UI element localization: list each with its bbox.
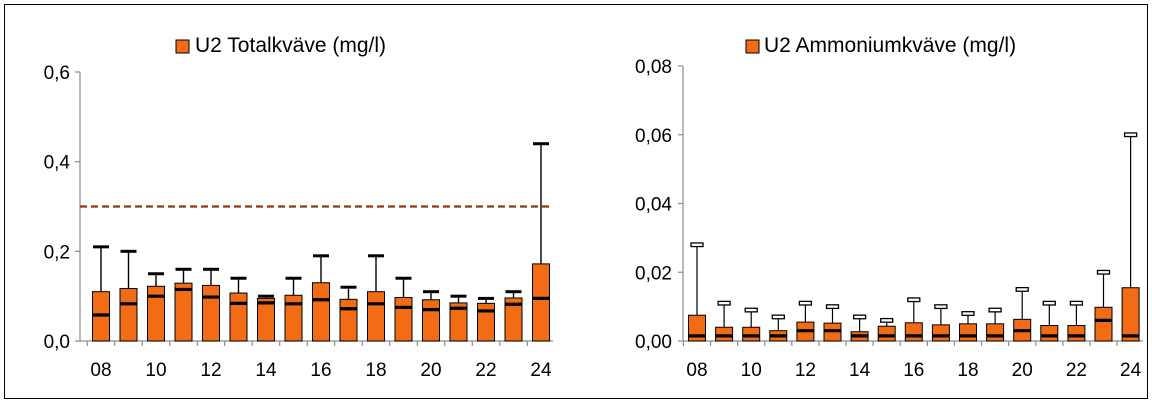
max-marker xyxy=(852,314,867,320)
bar xyxy=(959,323,977,342)
bar xyxy=(147,285,165,342)
bar xyxy=(742,326,761,342)
bar xyxy=(477,302,495,342)
bar xyxy=(986,323,1005,342)
bar xyxy=(449,302,468,342)
max-marker xyxy=(961,311,975,316)
max-marker xyxy=(798,300,813,306)
x-tick-label: 24 xyxy=(530,360,552,381)
x-tick-label: 20 xyxy=(420,360,441,381)
max-marker xyxy=(1096,269,1111,275)
y-tick-label: 0,08 xyxy=(635,57,672,78)
max-marker xyxy=(934,304,948,310)
x-tick-label: 16 xyxy=(310,360,331,381)
bar xyxy=(422,299,440,342)
max-marker xyxy=(1015,286,1029,292)
chart-1: 0,0 0,2 0,4 0,6 08 10 12 14 16 18 20 22 24 U2 Totalkv… xyxy=(44,34,553,381)
y-tick-label: 0,2 xyxy=(44,242,70,263)
legend-label: U2 Ammoniumkväve (mg/l) xyxy=(764,34,1016,57)
bar xyxy=(394,297,413,342)
chart-frame xyxy=(4,4,1148,399)
x-tick-label: 10 xyxy=(145,360,166,381)
bar xyxy=(257,297,275,342)
y-tick-label: 0,4 xyxy=(44,153,71,174)
max-marker xyxy=(1042,300,1056,306)
x-tick-label: 12 xyxy=(200,360,221,381)
bar xyxy=(504,297,523,342)
max-marker xyxy=(1123,132,1138,138)
max-marker xyxy=(744,307,758,313)
x-tick-label: 18 xyxy=(957,360,978,381)
max-marker xyxy=(690,242,704,248)
x-tick-label: 08 xyxy=(686,360,707,381)
max-marker xyxy=(717,300,731,306)
x-tick-label: 14 xyxy=(255,360,277,381)
bar xyxy=(339,298,358,342)
x-tick-label: 18 xyxy=(365,360,386,381)
x-tick-label: 22 xyxy=(475,360,496,381)
bar xyxy=(312,282,330,342)
y-tick-label: 0,0 xyxy=(44,332,70,353)
chart-2: 0,00 0,02 0,04 0,06 0,08 08 10 12 14 16 18 20 22 24 U2… xyxy=(635,34,1143,381)
bar xyxy=(229,292,248,342)
max-marker xyxy=(988,307,1002,313)
max-marker xyxy=(907,297,921,303)
x-tick-label: 16 xyxy=(903,360,924,381)
bar xyxy=(202,284,220,342)
x-tick-label: 12 xyxy=(795,360,816,381)
bar xyxy=(174,282,193,342)
x-tick-label: 20 xyxy=(1012,360,1033,381)
bar xyxy=(367,291,385,342)
max-marker xyxy=(880,317,894,323)
bar xyxy=(715,326,734,342)
bar xyxy=(1067,325,1086,342)
max-marker xyxy=(1069,300,1084,306)
bar xyxy=(1121,287,1140,342)
bar xyxy=(931,324,950,342)
y-tick-label: 0,00 xyxy=(635,332,672,353)
max-marker xyxy=(825,304,840,310)
bar xyxy=(1040,325,1059,342)
legend-swatch xyxy=(745,39,760,54)
y-tick-label: 0,04 xyxy=(635,195,672,216)
bar xyxy=(284,294,303,342)
y-tick-label: 0,6 xyxy=(44,63,70,84)
y-tick-label: 0,06 xyxy=(635,126,672,147)
bar xyxy=(1094,306,1113,342)
x-tick-label: 14 xyxy=(849,360,871,381)
bar xyxy=(532,263,550,342)
bar xyxy=(904,322,923,342)
x-tick-label: 08 xyxy=(90,360,111,381)
y-tick-label: 0,02 xyxy=(635,263,672,284)
legend-label: U2 Totalkväve (mg/l) xyxy=(195,34,386,57)
x-tick-label: 10 xyxy=(741,360,762,381)
max-marker xyxy=(771,314,785,320)
x-tick-label: 22 xyxy=(1066,360,1087,381)
bar xyxy=(119,288,138,342)
bar xyxy=(877,325,896,342)
x-tick-label: 24 xyxy=(1120,360,1142,381)
legend-swatch xyxy=(175,39,190,54)
